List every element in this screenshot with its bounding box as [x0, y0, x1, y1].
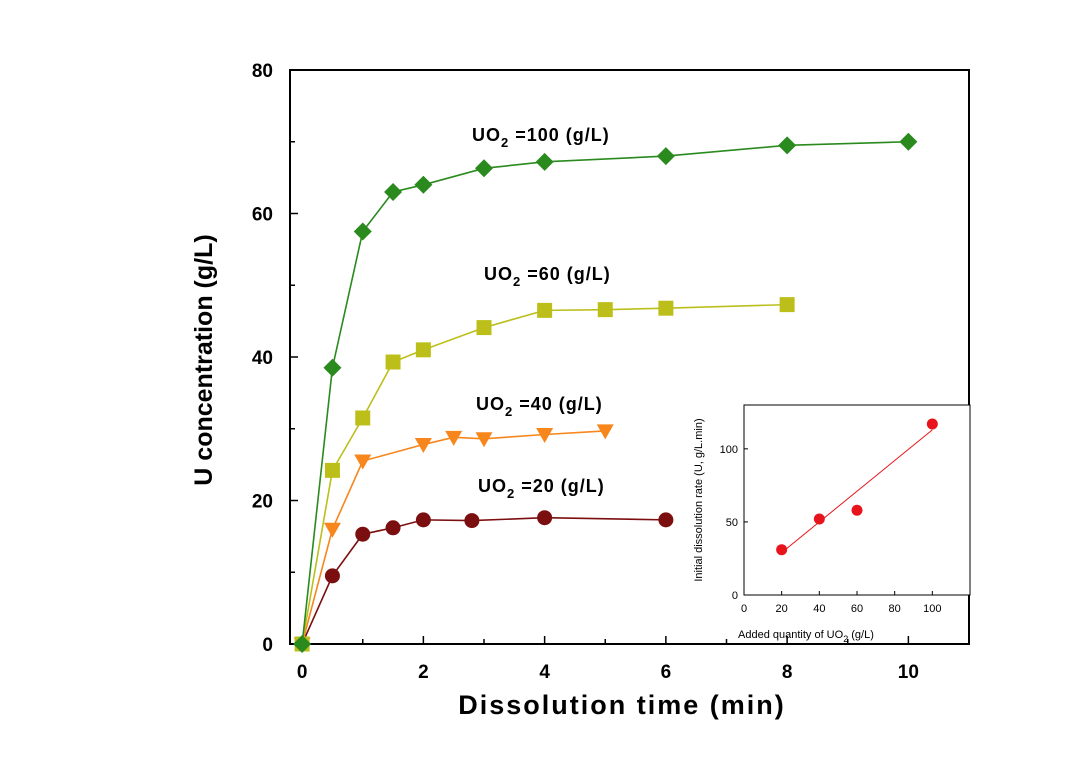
- main-y-axis: 0 20 40 60 80: [252, 61, 298, 656]
- x-tick-label: 10: [898, 662, 919, 683]
- data-point: [385, 354, 401, 370]
- series-line: [301, 516, 666, 645]
- series-line: [301, 430, 606, 645]
- y-tick-label: 40: [252, 348, 273, 369]
- data-point: [537, 302, 553, 318]
- data-point: [324, 568, 340, 584]
- x-tick-label: 0: [297, 662, 308, 683]
- data-point: [899, 132, 918, 151]
- y-tick-label: 0: [262, 635, 273, 656]
- data-point: [658, 300, 674, 316]
- inset-series-layer: [776, 418, 938, 556]
- data-point: [476, 320, 492, 336]
- data-point: [323, 358, 342, 377]
- series-label-60: UO2 =60 (g/L): [484, 264, 611, 289]
- data-point: [475, 432, 493, 448]
- data-point: [414, 175, 433, 194]
- data-point: [597, 302, 613, 318]
- inset-y-tick-label: 0: [732, 590, 738, 602]
- data-point: [535, 152, 554, 171]
- data-point: [464, 513, 480, 529]
- inset-x-tick-label: 0: [741, 603, 747, 615]
- data-point: [596, 424, 614, 440]
- x-tick-label: 6: [661, 662, 672, 683]
- data-point: [537, 510, 553, 526]
- inset-x-tick-label: 100: [923, 603, 941, 615]
- y-tick-label: 60: [252, 205, 273, 226]
- data-point: [658, 512, 674, 528]
- series-label-40: UO2 =40 (g/L): [476, 394, 603, 419]
- inset-x-tick-label: 20: [776, 603, 788, 615]
- data-point: [415, 512, 431, 528]
- data-point: [475, 159, 493, 178]
- inset-data-point: [776, 544, 788, 556]
- main-y-axis-title: U concentration (g/L): [190, 234, 218, 485]
- data-point: [293, 635, 312, 653]
- inset-y-tick-label: 100: [720, 444, 738, 456]
- data-point: [536, 427, 554, 443]
- x-tick-label: 2: [418, 662, 429, 683]
- series-label-20: UO2 =20 (g/L): [478, 476, 605, 501]
- data-point: [324, 462, 340, 478]
- data-point: [415, 342, 431, 358]
- data-point: [355, 410, 371, 426]
- data-point: [385, 520, 401, 536]
- y-tick-label: 80: [252, 61, 273, 82]
- data-point: [353, 222, 372, 241]
- inset-x-tick-label: 80: [889, 603, 901, 615]
- data-point: [384, 182, 403, 201]
- series-line: [301, 303, 788, 645]
- data-point: [656, 147, 675, 166]
- inset-y-axis-title: Initial dissolution rate (U, g/L.min): [693, 418, 705, 581]
- inset-data-point: [851, 504, 863, 516]
- data-point: [355, 526, 371, 542]
- inset-y-tick-label: 50: [726, 517, 738, 529]
- main-series-layer: [293, 132, 918, 653]
- data-point: [414, 438, 432, 454]
- main-x-axis-title: Dissolution time (min): [458, 690, 786, 720]
- data-point: [323, 522, 341, 538]
- x-tick-label: 4: [539, 662, 550, 683]
- inset-data-point: [813, 513, 825, 525]
- inset-plot-frame: [743, 404, 971, 596]
- series-line: [301, 140, 909, 645]
- data-point: [778, 136, 797, 155]
- data-point: [779, 297, 795, 313]
- y-tick-label: 20: [252, 492, 273, 513]
- x-tick-label: 8: [782, 662, 793, 683]
- inset-axes: 0 20 40 60 80 100 0 50 100: [720, 444, 942, 615]
- inset-x-axis-title: Added quantity of UO2 (g/L): [738, 629, 874, 644]
- inset-data-point: [926, 418, 938, 430]
- data-point: [445, 430, 463, 446]
- series-label-100: UO2 =100 (g/L): [472, 125, 610, 150]
- inset-fit-line: [781, 429, 933, 554]
- inset-x-tick-label: 60: [851, 603, 863, 615]
- data-point: [354, 454, 372, 470]
- inset-x-tick-label: 40: [813, 603, 825, 615]
